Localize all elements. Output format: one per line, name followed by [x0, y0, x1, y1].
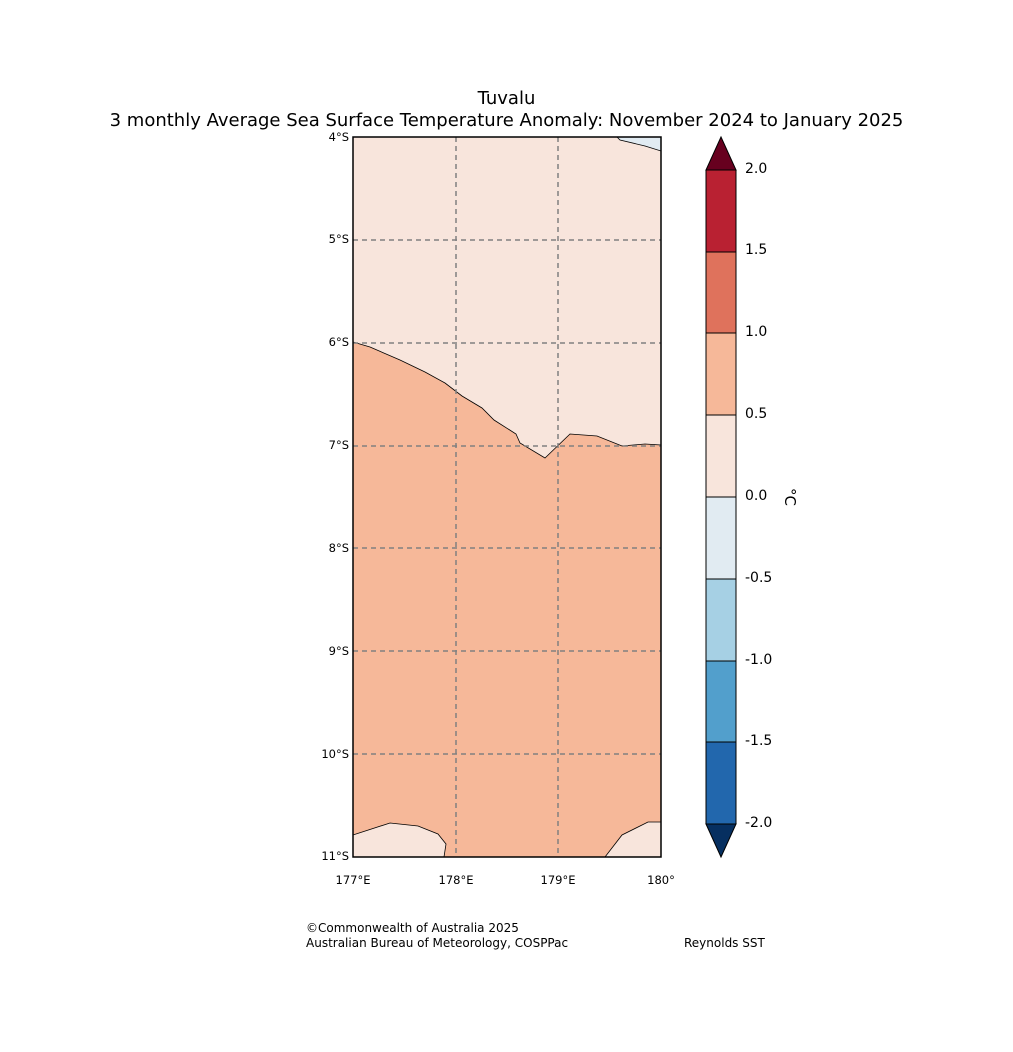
anomaly-band-0.5-to-1.0 [352, 341, 662, 858]
lon-label-178e: 178°E [438, 873, 474, 887]
colorbar-bin-0.5-1.0 [705, 332, 737, 416]
colorbar-bin-minus1.5-minus1.0 [705, 660, 737, 743]
colorbar-label-minus1.5: -1.5 [745, 733, 773, 749]
lon-label-177e: 177°E [335, 873, 371, 887]
colorbar-label-0.0: 0.0 [745, 488, 768, 504]
colorbar-bin-1.0-1.5 [705, 251, 737, 334]
colorbar-bin-minus0.5-0.0 [705, 496, 737, 580]
lat-label-10s: 10°S [321, 747, 349, 761]
colorbar-label-minus0.5: -0.5 [745, 570, 773, 586]
colorbar-bin-0.0-0.5 [705, 414, 737, 498]
colorbar-label-1.5: 1.5 [745, 242, 768, 258]
colorbar-unit: °C [781, 488, 799, 506]
colorbar-bottom-extension [705, 823, 737, 859]
lat-label-7s: 7°S [328, 438, 349, 452]
lat-label-4s: 4°S [328, 130, 349, 144]
lon-label-180: 180° [647, 873, 675, 887]
map-subtitle: 3 monthly Average Sea Surface Temperatur… [109, 110, 904, 131]
data-source-text: Reynolds SST [684, 936, 765, 950]
colorbar-label-1.0: 1.0 [745, 324, 768, 340]
colorbar-bin-minus2.0-minus1.5 [705, 741, 737, 825]
colorbar-label-0.5: 0.5 [745, 406, 768, 422]
colorbar-bin-minus1.0-minus0.5 [705, 578, 737, 662]
lat-label-9s: 9°S [328, 644, 349, 658]
colorbar-label-2.0: 2.0 [745, 161, 768, 177]
lat-label-11s: 11°S [321, 849, 349, 863]
lat-label-6s: 6°S [328, 335, 349, 349]
colorbar-top-extension [705, 135, 737, 171]
graticule [353, 137, 661, 857]
agency-text: Australian Bureau of Meteorology, COSPPa… [306, 936, 569, 950]
colorbar [705, 135, 737, 859]
lat-label-8s: 8°S [328, 541, 349, 555]
map-frame [352, 136, 662, 858]
lon-label-179e: 179°E [540, 873, 576, 887]
map-title: Tuvalu [477, 88, 536, 109]
colorbar-label-minus2.0: -2.0 [745, 815, 773, 831]
lat-label-5s: 5°S [328, 232, 349, 246]
colorbar-bin-1.5-2.0 [705, 169, 737, 253]
copyright-text: ©Commonwealth of Australia 2025 [306, 921, 519, 935]
colorbar-label-minus1.0: -1.0 [745, 652, 773, 668]
